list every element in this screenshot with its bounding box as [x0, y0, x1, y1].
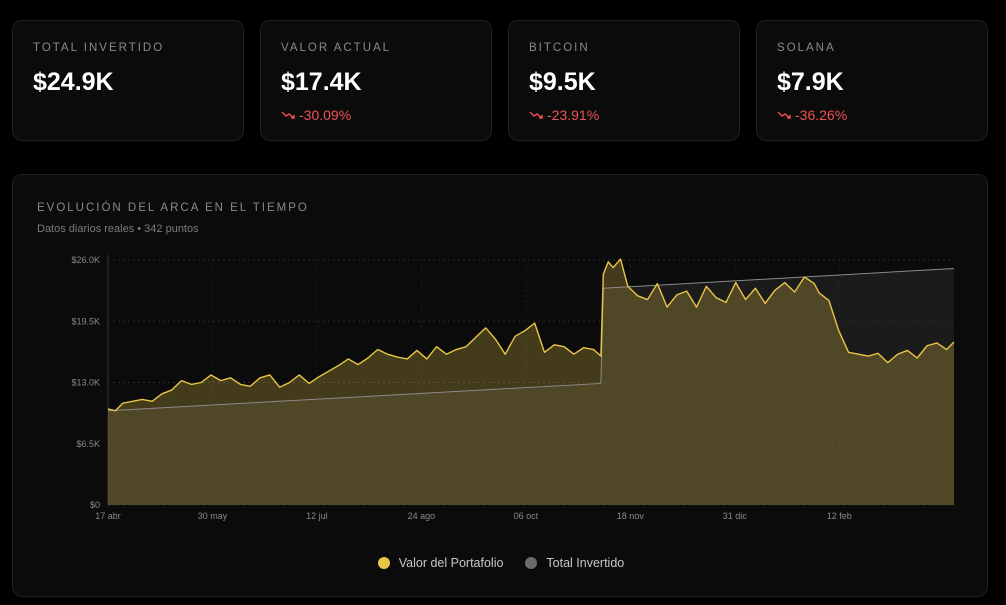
card-value: $17.4K	[281, 68, 362, 96]
x-tick-label: 18 nov	[617, 511, 645, 521]
legend-label: Total Invertido	[546, 556, 625, 570]
y-tick-label: $0	[90, 500, 100, 510]
x-tick-label: 12 jul	[306, 511, 328, 521]
trending-down-icon	[777, 111, 791, 119]
card-change-value: -36.26%	[795, 107, 848, 123]
portfolio-line	[107, 258, 955, 412]
summary-cards: TOTAL INVERTIDO $24.9K VALOR ACTUAL $17.…	[12, 20, 992, 141]
portfolio-chart[interactable]: $0 $6.5K $13.0K $19.5K $26.0K 17 abr 30 may 12 …	[13, 175, 989, 545]
card-change-value: -23.91%	[547, 107, 600, 123]
x-tick-label: 24 ago	[408, 511, 436, 521]
x-tick-label: 17 abr	[95, 511, 121, 521]
x-tick-label: 30 may	[198, 511, 228, 521]
card-label: SOLANA	[777, 42, 836, 54]
invested-area	[108, 268, 954, 505]
y-tick-label: $26.0K	[71, 255, 100, 265]
x-tick-label: 31 dic	[723, 511, 748, 521]
card-change: -30.09%	[281, 107, 471, 123]
x-tick-label: 12 feb	[827, 511, 852, 521]
card-total-invertido: TOTAL INVERTIDO $24.9K	[12, 20, 244, 141]
legend-dot-icon	[525, 557, 538, 569]
legend-item-invertido[interactable]: Total Invertido	[525, 556, 624, 570]
chart-legend: Valor del Portafolio Total Invertido	[13, 556, 989, 570]
portfolio-area	[108, 259, 954, 505]
chart-title: EVOLUCIÓN DEL ARCA EN EL TIEMPO	[37, 202, 309, 214]
y-tick-label: $19.5K	[71, 316, 100, 326]
chart-panel: EVOLUCIÓN DEL ARCA EN EL TIEMPO Datos di…	[12, 174, 988, 597]
card-label: TOTAL INVERTIDO	[33, 42, 165, 54]
card-change-value: -30.09%	[299, 107, 352, 123]
legend-label: Valor del Portafolio	[398, 556, 504, 570]
y-tick-label: $6.5K	[76, 439, 100, 449]
card-value: $7.9K	[777, 68, 844, 96]
card-change: -23.91%	[529, 107, 719, 123]
card-label: VALOR ACTUAL	[281, 42, 392, 54]
card-valor-actual: VALOR ACTUAL $17.4K -30.09%	[260, 20, 492, 141]
legend-dot-icon	[377, 557, 390, 569]
card-label: BITCOIN	[529, 42, 590, 54]
card-solana: SOLANA $7.9K -36.26%	[756, 20, 988, 141]
y-tick-label: $13.0K	[71, 378, 100, 388]
chart-subtitle: Datos diarios reales • 342 puntos	[37, 223, 199, 235]
trending-down-icon	[529, 111, 543, 119]
card-bitcoin: BITCOIN $9.5K -23.91%	[508, 20, 740, 141]
card-value: $24.9K	[33, 68, 114, 96]
trending-down-icon	[281, 111, 295, 119]
card-change: -36.26%	[777, 107, 967, 123]
legend-item-portafolio[interactable]: Valor del Portafolio	[377, 556, 504, 570]
card-value: $9.5K	[529, 68, 596, 96]
x-tick-label: 06 oct	[514, 511, 539, 521]
